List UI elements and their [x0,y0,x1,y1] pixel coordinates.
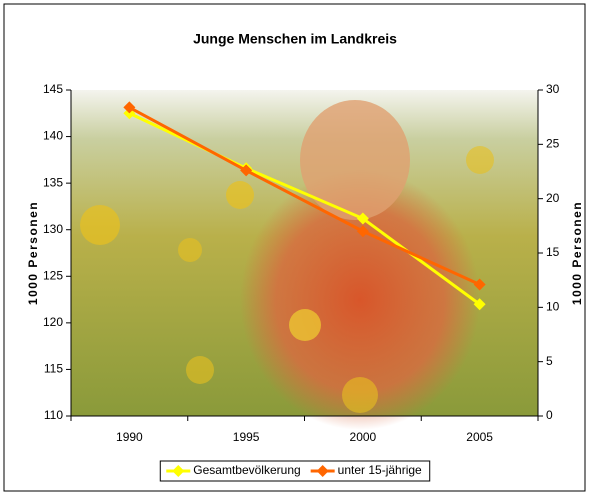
x-tick-label: 2005 [466,430,493,444]
y2-tick-label: 30 [546,82,560,96]
y2-tick-label: 0 [546,408,553,422]
legend-label: Gesamtbevölkerung [193,463,300,477]
chart-title: Junge Menschen im Landkreis [193,31,397,47]
data-point [473,298,486,311]
y-tick-label: 125 [43,268,63,282]
y2-tick-label: 20 [546,191,560,205]
y-tick-label: 115 [44,362,63,376]
y2-axis-title: 1000 Personen [570,201,584,305]
legend-marker [172,465,185,477]
legend-box [159,460,431,482]
y-tick-label: 140 [43,129,63,143]
data-point [473,278,486,291]
x-tick-label: 1995 [233,430,260,444]
series-line [128,111,481,306]
x-tick-label: 1990 [116,430,143,444]
x-tick-label: 2000 [350,430,377,444]
y-axis-title: 1000 Personen [26,201,40,305]
legend: Gesamtbevölkerung unter 15-jährige [159,460,431,482]
data-point [123,101,136,114]
y-tick-label: 135 [43,175,63,189]
legend-label: unter 15-jährige [338,463,422,477]
background-photo [71,90,538,430]
y2-tick-label: 5 [546,354,553,368]
y2-tick-label: 15 [546,245,560,259]
y-tick-label: 130 [43,222,63,236]
data-point [240,164,253,177]
y-tick-label: 120 [43,315,63,329]
legend-marker [316,465,329,477]
y2-tick-label: 25 [546,137,560,151]
y-tick-label: 110 [44,408,63,422]
data-point [356,212,369,225]
series-line [128,106,481,286]
y2-tick-label: 10 [546,300,560,314]
y-tick-label: 145 [43,82,63,96]
data-point [356,225,369,238]
